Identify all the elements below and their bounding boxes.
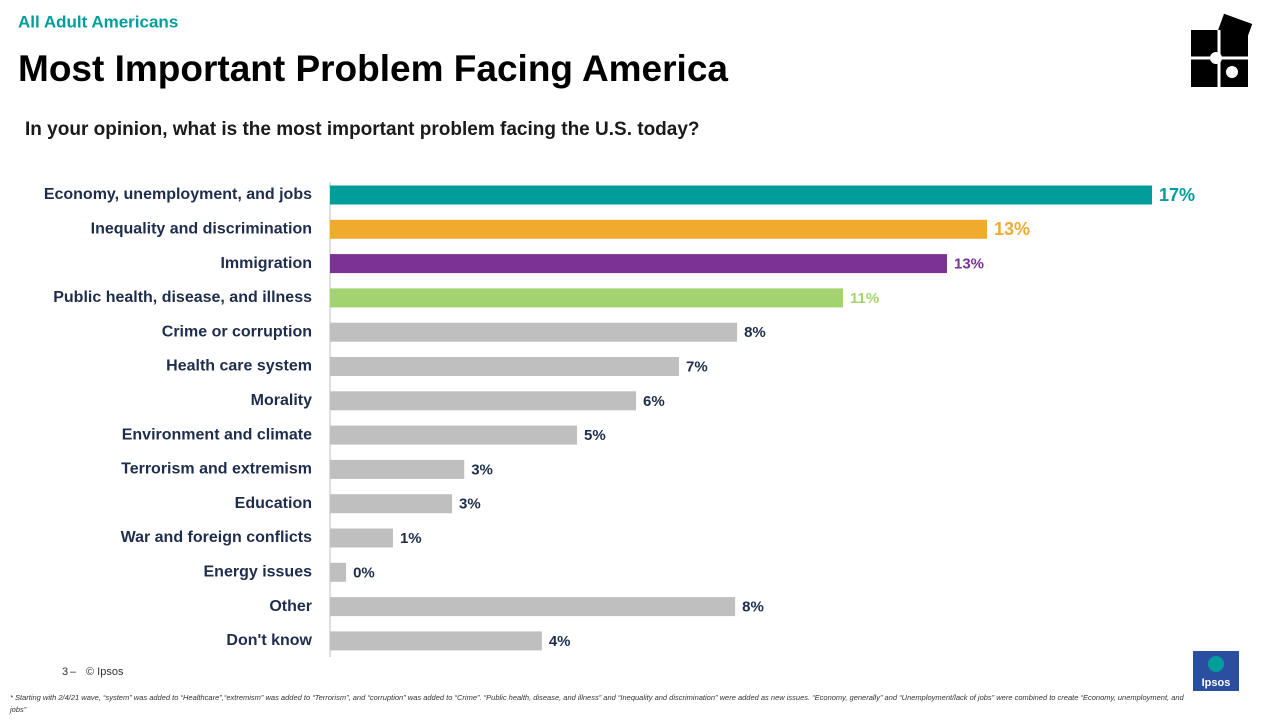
page-number: 3 xyxy=(62,666,68,678)
value-label: 4% xyxy=(549,633,571,650)
title: Most Important Problem Facing America xyxy=(18,48,728,89)
logo-dot xyxy=(1208,656,1224,672)
puzzle-icon xyxy=(1191,13,1253,87)
category-label: Health care system xyxy=(166,358,312,375)
bar xyxy=(330,357,680,376)
value-label: 1% xyxy=(400,530,422,547)
bar xyxy=(330,288,844,308)
value-label: 17% xyxy=(1159,185,1195,205)
value-label: 3% xyxy=(471,461,493,478)
category-label: Inequality and discrimination xyxy=(91,221,312,238)
bar xyxy=(330,459,465,479)
segment: All Adult Americans xyxy=(18,12,178,31)
bar xyxy=(330,322,738,342)
bar xyxy=(330,528,393,548)
value-label: 13% xyxy=(954,256,984,273)
category-label: Energy issues xyxy=(204,564,313,581)
copyright: © Ipsos xyxy=(86,666,124,678)
value-label: 7% xyxy=(686,358,708,375)
category-label: Education xyxy=(235,495,312,512)
bar xyxy=(330,597,736,617)
bar xyxy=(330,391,637,411)
value-label: 8% xyxy=(744,324,766,341)
bar xyxy=(330,219,988,239)
logo: Ipsos xyxy=(1202,677,1231,689)
bar xyxy=(330,562,347,582)
separator: – xyxy=(70,666,77,678)
category-label: Public health, disease, and illness xyxy=(53,289,312,306)
bar xyxy=(330,425,577,445)
category-label: Immigration xyxy=(220,255,312,272)
category-label: War and foreign conflicts xyxy=(121,529,313,546)
value-label: 13% xyxy=(994,219,1030,239)
bar xyxy=(330,494,453,514)
value-label: 6% xyxy=(643,393,665,410)
category-label: Other xyxy=(269,598,312,615)
bar xyxy=(330,254,947,274)
category-label: Crime or corruption xyxy=(162,323,312,340)
value-label: 0% xyxy=(353,564,375,581)
bar xyxy=(330,185,1152,205)
category-label: Terrorism and extremism xyxy=(121,461,312,478)
bar xyxy=(330,631,542,651)
category-label: Environment and climate xyxy=(122,426,312,443)
value-label: 3% xyxy=(459,496,481,513)
category-label: Morality xyxy=(251,392,312,409)
category-label: Don't know xyxy=(226,632,312,649)
category-label: Economy, unemployment, and jobs xyxy=(44,186,312,203)
footnote: * Starting with 2/4/21 wave, “system” wa… xyxy=(10,693,1184,714)
value-label: 5% xyxy=(584,427,606,444)
value-label: 8% xyxy=(742,599,764,616)
question: In your opinion, what is the most import… xyxy=(25,119,700,140)
value-label: 11% xyxy=(850,290,879,307)
